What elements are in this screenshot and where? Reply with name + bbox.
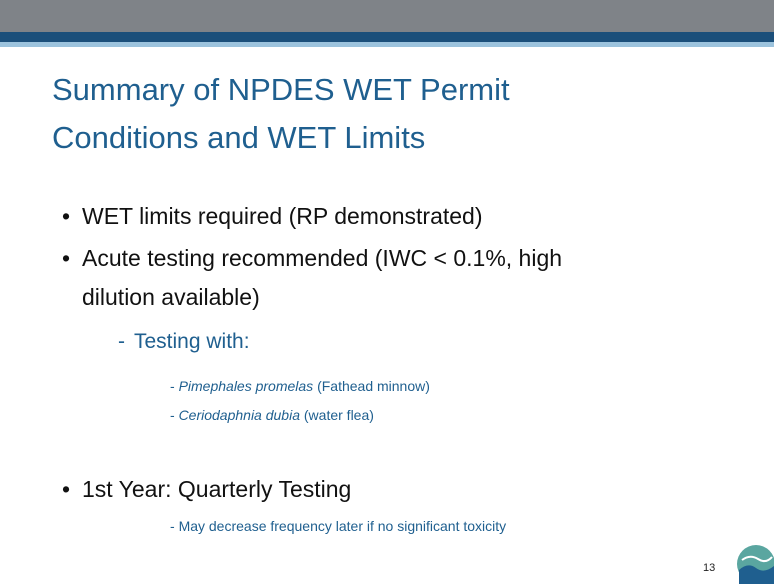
bullet-marker: • [62, 476, 71, 502]
bullet-text: WET limits required (RP demonstrated) [82, 203, 483, 229]
species-common: (water flea) [303, 407, 374, 423]
header-rule [0, 32, 774, 42]
title-line: Conditions and WET Limits [52, 120, 426, 155]
bullet-text: 1st Year: Quarterly Testing [82, 476, 352, 502]
logo [737, 545, 774, 584]
bullet-text: dilution available) [82, 284, 260, 310]
note: - May decrease frequency later if no sig… [170, 518, 507, 534]
species-common: (Fathead minnow) [317, 378, 430, 394]
logo-wave [739, 565, 774, 584]
header-band [0, 0, 774, 32]
dash: - [118, 330, 125, 353]
species-name: Pimephales promelas [178, 378, 314, 394]
species-name: Ceriodaphnia dubia [178, 407, 300, 423]
species-item: - Pimephales promelas (Fathead minnow) [170, 378, 430, 394]
bullet-marker: • [62, 245, 71, 271]
species-item: - Ceriodaphnia dubia (water flea) [170, 407, 374, 423]
sub-item: Testing with: [134, 330, 250, 353]
note-text: May decrease frequency later if no signi… [178, 518, 507, 534]
page-number: 13 [703, 562, 716, 574]
bullet-text: Acute testing recommended (IWC < 0.1%, h… [82, 245, 563, 271]
bullet-marker: • [62, 203, 71, 229]
title-line: Summary of NPDES WET Permit [52, 72, 510, 107]
header-rule-light [0, 42, 774, 47]
logo-line [741, 555, 773, 563]
